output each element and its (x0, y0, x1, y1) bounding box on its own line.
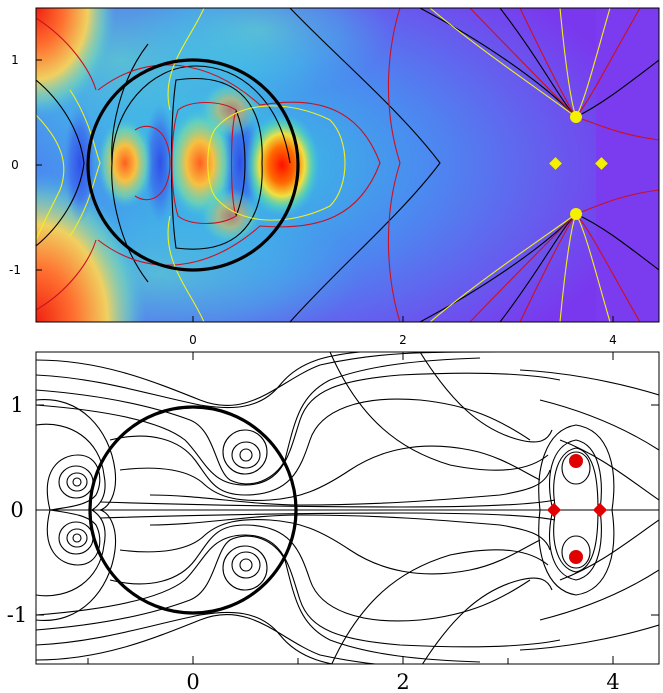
top-xtick-0: 0 (189, 333, 197, 347)
bottom-tick-marks (36, 352, 659, 664)
bottom-marker-lower-circle (569, 550, 583, 564)
bottom-marker-right-diamond (592, 502, 608, 518)
top-ytick-1: 1 (11, 53, 19, 67)
top-unit-circle (86, 58, 300, 272)
bottom-xtick-4: 4 (606, 670, 619, 693)
top-xtick-2: 2 (399, 333, 407, 347)
bottom-ytick-neg1: -1 (7, 603, 27, 627)
bottom-unit-circle (88, 405, 298, 615)
top-panel: 0 2 4 1 0 -1 (9, 7, 660, 347)
bottom-frame (35, 351, 660, 665)
top-tick-marks (36, 59, 614, 322)
top-marker-upper-circle (570, 111, 582, 123)
top-marker-lower-circle (570, 208, 582, 220)
bottom-xtick-2: 2 (396, 670, 409, 693)
top-ytick-neg1: -1 (9, 263, 21, 277)
bottom-ytick-0: 0 (10, 498, 23, 522)
yellow-contours (36, 8, 611, 322)
top-xtick-4: 4 (609, 333, 617, 347)
bottom-ytick-1: 1 (10, 393, 23, 417)
bottom-xtick-0: 0 (186, 670, 199, 693)
streamlines (36, 352, 659, 664)
top-heatmap (36, 8, 659, 322)
bottom-marker-upper-circle (569, 454, 583, 468)
top-ytick-0: 0 (11, 158, 19, 172)
bottom-marker-left-diamond (546, 502, 562, 518)
red-contours (36, 8, 659, 322)
bottom-panel: 0 2 4 1 0 -1 (7, 351, 660, 693)
